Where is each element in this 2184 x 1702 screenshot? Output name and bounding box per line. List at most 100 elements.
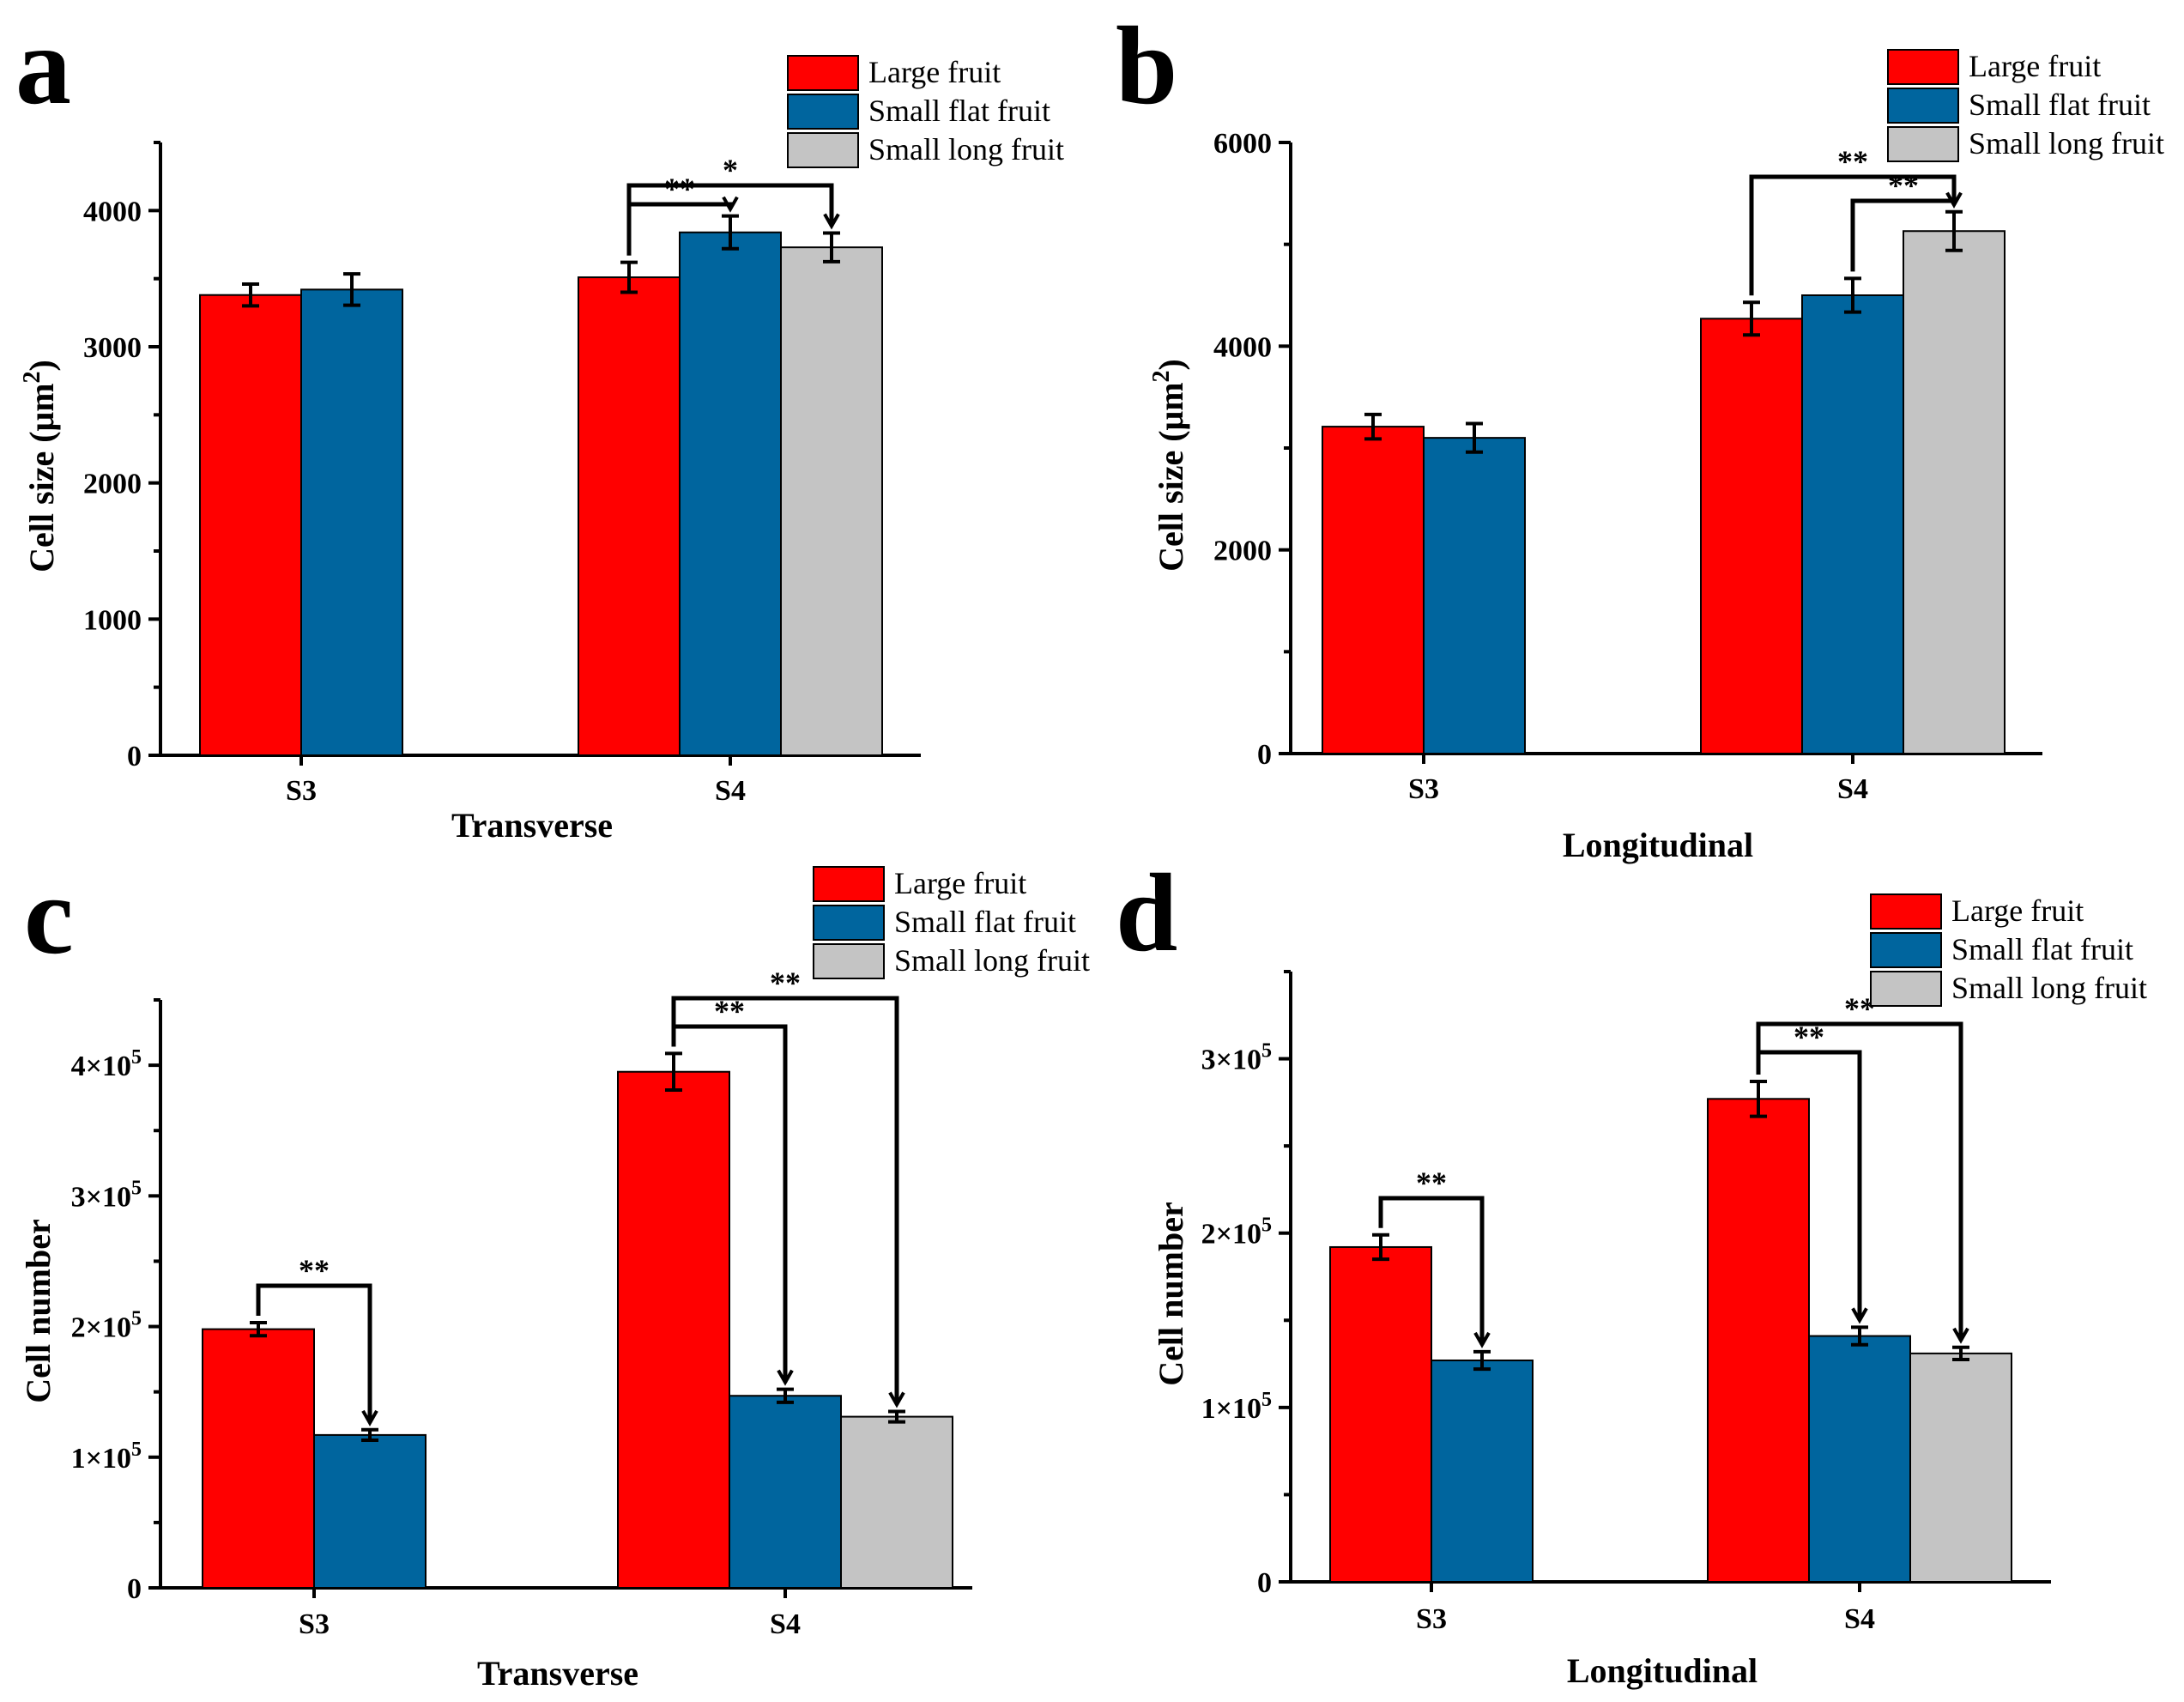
panel-letter-c: c: [24, 854, 74, 978]
bar: [578, 276, 681, 756]
legend-swatch: [1870, 932, 1942, 968]
legend: Large fruit Small flat fruit Small long fr…: [1870, 893, 2147, 1007]
legend-swatch: [787, 55, 859, 91]
y-tick-label: 6000: [1213, 128, 1272, 160]
legend-label: Large fruit: [868, 55, 1001, 89]
significance-arrow: [1851, 1307, 1868, 1324]
significance-label: **: [1837, 144, 1868, 179]
significance-bracket: [1749, 174, 1957, 296]
y-tick-label: 0: [127, 1573, 142, 1605]
legend-label: Small long fruit: [1951, 971, 2147, 1005]
significance-label: **: [1888, 168, 1919, 203]
significance-bracket: [671, 996, 899, 1405]
legend-label: Small flat fruit: [894, 905, 1076, 939]
x-axis-title: Longitudinal: [1567, 1651, 1757, 1690]
x-tick-label: S4: [770, 1608, 801, 1640]
legend-swatch: [813, 866, 885, 902]
bar: [1903, 230, 2006, 754]
legend-swatch: [813, 943, 885, 979]
legend-swatch: [1887, 126, 1959, 162]
y-tick-label: 2000: [1213, 536, 1272, 567]
panel-letter-a: a: [15, 4, 71, 128]
significance-label: *: [723, 153, 738, 187]
significance-arrow: [1952, 1327, 1969, 1344]
x-tick-label: S4: [1844, 1603, 1875, 1635]
y-tick-label: 2×105: [71, 1308, 142, 1344]
bar: [1909, 1352, 2012, 1583]
x-tick-label: S4: [1837, 773, 1868, 805]
significance-arrow: [1945, 191, 1963, 209]
x-tick-label: S3: [299, 1608, 330, 1640]
y-tick-label: 1×105: [1201, 1389, 1272, 1425]
y-tick-label: 4000: [83, 196, 142, 227]
significance-bracket: [626, 183, 834, 256]
significance-arrow: [888, 1391, 905, 1408]
y-axis-title: Cell number: [1152, 1202, 1190, 1385]
y-tick-label: 2×105: [1201, 1214, 1272, 1251]
x-axis-title: Longitudinal: [1563, 826, 1753, 864]
x-axis-title: Transverse: [451, 806, 613, 845]
legend-label: Large fruit: [1969, 49, 2101, 83]
bar: [679, 231, 782, 757]
chart-panel-a: a 0 1000 2000 3000 4000 Cell size (μm2) Transve…: [15, 4, 1064, 845]
y-axis-title: Cell size (μm2): [19, 360, 61, 572]
legend-swatch: [813, 905, 885, 941]
chart-panel-d: d 0 1×105 2×105 3×105 Cell number Longitudinal…: [1116, 851, 2147, 1690]
bar: [1322, 426, 1425, 754]
panel-letter-d: d: [1116, 851, 1177, 975]
chart-panel-b: b 0 2000 4000 6000 Cell size (μm2) Longitudina…: [1116, 4, 2164, 864]
y-tick-label: 2000: [83, 469, 142, 500]
bar: [1423, 437, 1526, 754]
y-tick-label: 4000: [1213, 331, 1272, 363]
bar: [1707, 1098, 1810, 1583]
y-tick-label: 3×105: [1201, 1040, 1272, 1076]
panel-letter-b: b: [1116, 4, 1177, 128]
legend-label: Small flat fruit: [1969, 88, 2151, 122]
legend-swatch: [787, 94, 859, 130]
bar: [1808, 1335, 1911, 1584]
y-tick-label: 1×105: [71, 1439, 142, 1475]
y-axis-title: Cell number: [19, 1219, 57, 1402]
significance-bracket: [1378, 1196, 1485, 1345]
significance-arrow: [722, 196, 739, 213]
legend: Large fruit Small flat fruit Small long fr…: [813, 866, 1090, 979]
legend-swatch: [1887, 49, 1959, 85]
legend-swatch: [1870, 893, 1942, 930]
bar: [1700, 318, 1803, 754]
bar: [780, 246, 883, 756]
y-axis-title: Cell size (μm2): [1148, 359, 1190, 572]
bar: [199, 294, 302, 756]
legend-label: Small long fruit: [894, 943, 1090, 978]
chart-panel-c: c 0 1×105 2×105 3×105 4×105 Cell number Transve…: [19, 854, 1090, 1693]
x-axis-title: Transverse: [477, 1654, 638, 1693]
significance-arrow: [1473, 1331, 1491, 1348]
bar: [1329, 1245, 1432, 1583]
y-tick-label: 3×105: [71, 1177, 142, 1213]
y-tick-label: 0: [1257, 1567, 1272, 1599]
bar: [1801, 294, 1904, 754]
significance-arrow: [361, 1409, 378, 1426]
significance-label: **: [770, 966, 801, 1000]
bar: [313, 1433, 427, 1590]
bar: [729, 1395, 842, 1589]
y-tick-label: 0: [1257, 739, 1272, 771]
legend-label: Small long fruit: [1969, 126, 2164, 161]
legend-label: Large fruit: [894, 866, 1026, 900]
significance-label: **: [299, 1253, 330, 1287]
significance-label: **: [664, 172, 695, 206]
significance-arrow: [823, 213, 840, 230]
legend: Large fruit Small flat fruit Small long fr…: [787, 55, 1064, 168]
y-tick-label: 0: [127, 741, 142, 772]
x-tick-label: S3: [1416, 1603, 1447, 1635]
y-tick-label: 4×105: [71, 1046, 142, 1082]
x-tick-label: S3: [1408, 773, 1439, 805]
significance-arrow: [777, 1369, 794, 1386]
legend-label: Small long fruit: [868, 132, 1064, 167]
bar: [202, 1328, 315, 1589]
significance-bracket: [1756, 1021, 1963, 1341]
legend-swatch: [1887, 88, 1959, 124]
significance-bracket: [256, 1283, 372, 1423]
y-tick-label: 3000: [83, 332, 142, 364]
significance-label: **: [1416, 1166, 1447, 1200]
legend-label: Large fruit: [1951, 893, 2084, 928]
